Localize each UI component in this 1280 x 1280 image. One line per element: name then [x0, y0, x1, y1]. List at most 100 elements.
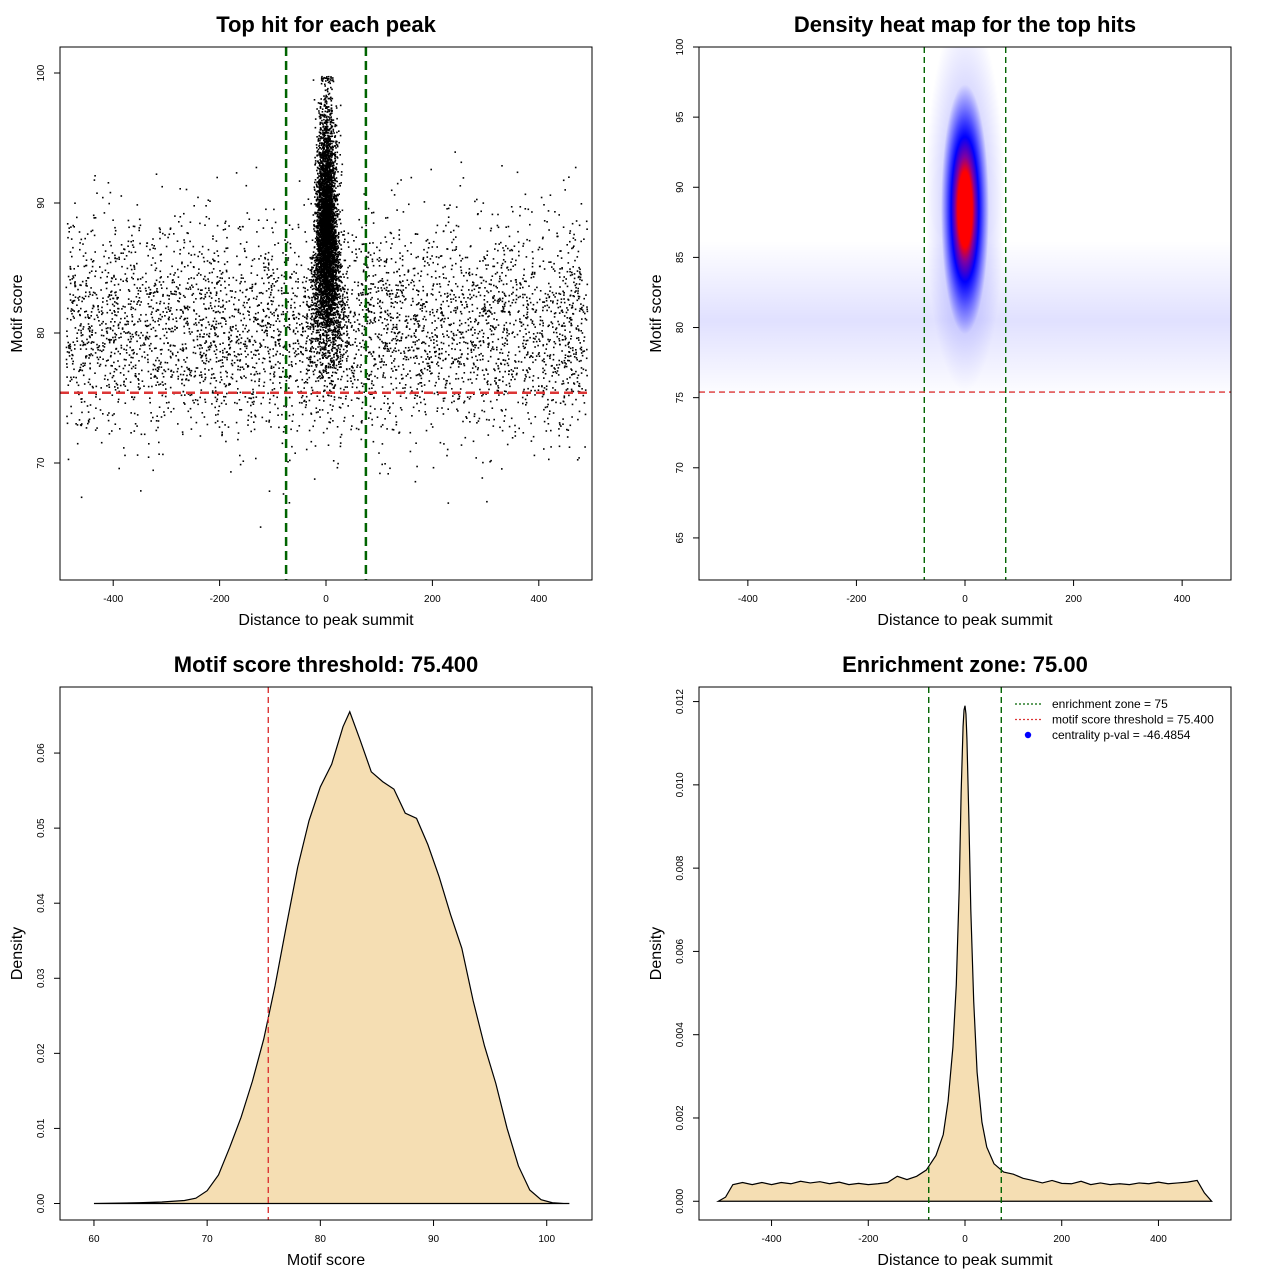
scatter-point: [223, 347, 226, 350]
scatter-point: [441, 311, 443, 313]
scatter-point: [479, 276, 482, 279]
scatter-point: [401, 264, 404, 267]
scatter-point: [312, 214, 315, 216]
scatter-point: [460, 363, 462, 365]
scatter-point: [453, 400, 455, 403]
scatter-point: [549, 354, 552, 356]
scatter-point: [250, 351, 253, 353]
scatter-point: [108, 412, 110, 414]
scatter-point: [81, 300, 83, 303]
scatter-point: [215, 320, 218, 323]
scatter-point: [74, 284, 76, 286]
scatter-point: [286, 311, 289, 313]
scatter-point: [155, 279, 158, 282]
scatter-point: [106, 275, 108, 278]
scatter-point: [572, 349, 574, 352]
scatter-point: [171, 265, 173, 268]
scatter-point: [476, 284, 479, 287]
scatter-point: [304, 330, 307, 333]
scatter-point: [558, 323, 560, 326]
scatter-point: [117, 387, 119, 389]
scatter-point: [250, 430, 252, 433]
scatter-point: [223, 383, 226, 385]
scatter-point: [491, 341, 494, 343]
scatter-point: [576, 270, 579, 272]
scatter-point: [291, 405, 293, 407]
scatter-point: [442, 230, 445, 232]
scatter-point: [544, 406, 547, 409]
scatter-point: [343, 259, 346, 262]
scatter-point: [272, 272, 275, 274]
scatter-point: [270, 275, 272, 277]
scatter-point: [339, 407, 342, 409]
scatter-point: [121, 328, 124, 330]
scatter-point: [118, 365, 121, 368]
scatter-point: [202, 336, 205, 338]
scatter-point: [386, 428, 388, 430]
scatter-point: [221, 349, 224, 352]
scatter-point: [556, 370, 559, 372]
scatter-point: [298, 425, 301, 427]
scatter-point: [336, 353, 338, 355]
scatter-point: [543, 387, 546, 389]
scatter-point: [487, 322, 490, 324]
scatter-point: [299, 360, 301, 362]
scatter-point: [308, 356, 311, 359]
scatter-point: [250, 404, 252, 407]
scatter-point: [110, 321, 112, 323]
scatter-point: [563, 276, 565, 278]
scatter-point: [550, 321, 553, 323]
scatter-point: [483, 410, 486, 413]
scatter-point: [72, 276, 75, 279]
scatter-point: [433, 392, 436, 395]
scatter-point: [425, 413, 427, 416]
scatter-point: [186, 282, 189, 284]
scatter-point: [213, 326, 215, 328]
scatter-point: [123, 348, 125, 351]
scatter-point: [230, 471, 232, 473]
scatter-point: [562, 179, 565, 182]
scatter-point: [288, 317, 290, 320]
scatter-point: [130, 240, 132, 243]
scatter-point: [218, 426, 221, 428]
scatter-point: [288, 502, 291, 504]
scatter-point: [451, 401, 453, 404]
scatter-point: [403, 274, 406, 276]
scatter-point: [459, 310, 462, 313]
scatter-point: [212, 258, 214, 261]
scatter-point: [187, 264, 189, 267]
scatter-point: [273, 278, 275, 280]
scatter-point: [312, 337, 315, 340]
scatter-point: [492, 258, 495, 260]
scatter-point: [239, 359, 242, 361]
scatter-point: [267, 323, 269, 325]
scatter-point: [149, 292, 151, 294]
scatter-point: [315, 411, 318, 414]
scatter-point: [240, 280, 242, 283]
scatter-point: [152, 292, 155, 294]
scatter-point: [239, 229, 242, 231]
scatter-point: [373, 319, 376, 322]
scatter-point: [272, 296, 275, 299]
scatter-point: [234, 297, 236, 299]
scatter-point: [97, 305, 99, 308]
scatter-point: [568, 359, 571, 362]
scatter-point: [573, 277, 576, 280]
scatter-point: [199, 222, 201, 225]
scatter-point: [235, 328, 237, 330]
scatter-point: [220, 273, 223, 275]
scatter-point: [122, 367, 125, 370]
scatter-point: [437, 263, 439, 266]
scatter-point: [506, 339, 508, 342]
scatter-point: [477, 332, 480, 335]
scatter-point: [402, 289, 405, 291]
scatter-point: [322, 132, 324, 135]
scatter-point: [211, 324, 214, 327]
scatter-point: [408, 328, 411, 330]
scatter-point: [223, 250, 226, 253]
scatter-point: [169, 228, 172, 230]
scatter-point: [169, 309, 172, 312]
scatter-point: [522, 277, 524, 280]
scatter-point: [211, 281, 213, 284]
scatter-point: [170, 330, 172, 333]
